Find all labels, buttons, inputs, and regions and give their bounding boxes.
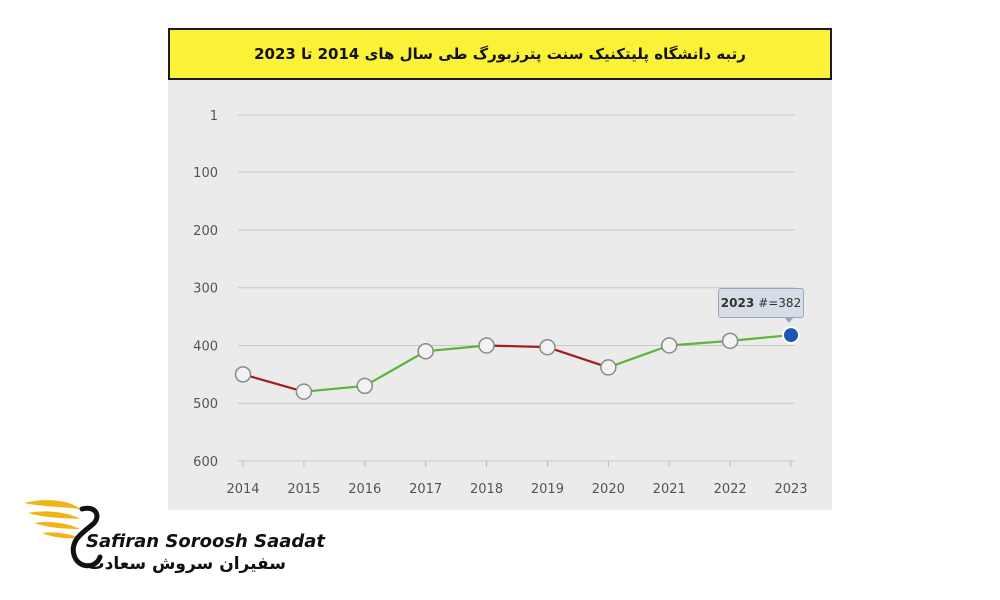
- tooltip-pointer: [784, 317, 794, 323]
- chart-title: رتبه دانشگاه پلیتکنیک سنت پترزبورگ طی سا…: [254, 45, 746, 63]
- series-line-segment: [668, 339, 732, 347]
- y-tick-label: 600: [193, 455, 218, 470]
- series-line-segment: [546, 346, 610, 369]
- x-tick-label: 2018: [470, 482, 503, 497]
- x-tick-label: 2022: [714, 482, 747, 497]
- data-point: [478, 337, 495, 354]
- y-tick-label: 400: [193, 339, 218, 354]
- data-point: [539, 338, 556, 356]
- data-tooltip: 2023 #=382: [718, 288, 804, 318]
- x-tick-label: 2016: [348, 482, 381, 497]
- data-point: [600, 359, 617, 376]
- x-tick-label: 2021: [653, 482, 686, 497]
- series-line-segment: [302, 384, 366, 393]
- series-line-segment: [729, 333, 793, 342]
- data-point: [721, 332, 739, 350]
- brand-logo: [24, 500, 103, 569]
- series-line-segment: [485, 344, 549, 349]
- series-line-segment: [241, 373, 305, 393]
- chart-title-bar: رتبه دانشگاه پلیتکنیک سنت پترزبورگ طی سا…: [168, 28, 832, 80]
- series-line-segment: [607, 344, 671, 369]
- brand-name-en: Safiran Soroosh Saadat: [86, 531, 326, 552]
- y-tick-label: 200: [193, 224, 218, 239]
- tooltip-year: 2023: [720, 296, 755, 310]
- series-line-segment: [363, 350, 427, 388]
- series-line-segment: [424, 344, 488, 353]
- x-tick-label: 2020: [592, 482, 625, 497]
- x-tick-label: 2015: [287, 482, 320, 497]
- tooltip-value: #=382: [758, 296, 802, 310]
- x-tick-label: 2017: [409, 482, 442, 497]
- data-point: [234, 366, 252, 383]
- y-tick-label: 300: [193, 282, 218, 297]
- brand-name-fa: سفیران سروش سعادت: [87, 554, 286, 574]
- data-point: [417, 343, 434, 360]
- data-point: [660, 337, 678, 354]
- swan-s-icon: [70, 505, 103, 569]
- data-point: [356, 377, 374, 395]
- chart-panel: [168, 28, 832, 510]
- x-tick-label: 2019: [531, 482, 564, 497]
- y-tick-label: 500: [193, 397, 218, 412]
- y-tick-label: 100: [193, 166, 218, 181]
- y-tick-label: 1: [210, 109, 218, 124]
- data-point: [295, 383, 313, 400]
- x-tick-label: 2014: [226, 482, 259, 497]
- wing-icon: [24, 500, 80, 539]
- highlighted-data-point: [782, 326, 800, 345]
- x-tick-label: 2023: [774, 482, 807, 497]
